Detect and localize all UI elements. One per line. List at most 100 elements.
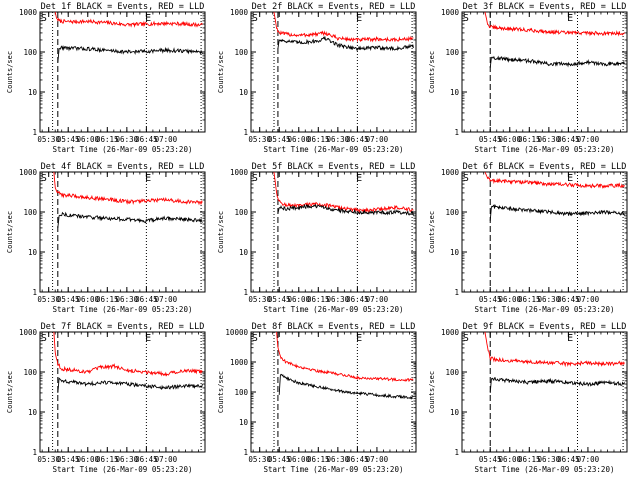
plot-frame: [250, 11, 417, 133]
plot-frame: [39, 331, 206, 453]
series-line-black: [277, 203, 414, 216]
y-tick-label: 10: [450, 88, 460, 97]
y-tick-label: 1: [454, 288, 459, 297]
x-tick-label: 06:45: [346, 295, 369, 304]
x-tick-label: 07:00: [366, 135, 389, 144]
y-tick-label: 100: [23, 208, 37, 217]
y-tick-label: 1000: [441, 168, 460, 177]
series-line-red: [53, 331, 203, 377]
marker-e: E: [145, 13, 151, 24]
x-tick-label: 06:30: [327, 135, 350, 144]
x-tick-label: 05:45: [57, 295, 80, 304]
y-tick-label: 1: [243, 448, 248, 457]
y-tick-label: 1000: [230, 168, 249, 177]
x-axis-label: Start Time (26-Mar-09 05:23:20): [53, 465, 193, 474]
marker-s: S: [252, 13, 258, 24]
panel-4: Det 4f BLACK = Events, RED = LLD Start Ti…: [6, 162, 206, 314]
y-tick-label: 1: [243, 128, 248, 137]
y-axis-label: Counts/sec: [428, 211, 436, 253]
plot-frame: [461, 11, 628, 133]
y-tick-label: 10: [28, 408, 38, 417]
y-tick-label: 100: [234, 48, 248, 57]
plot-frame: [250, 171, 417, 293]
panel-title: Det 4f BLACK = Events, RED = LLD: [41, 162, 205, 172]
x-tick-label: 05:45: [57, 135, 80, 144]
y-tick-label: 1: [32, 128, 37, 137]
y-axis-label: Counts/sec: [6, 371, 14, 413]
series-line-red: [484, 171, 625, 189]
x-tick-label: 05:45: [268, 295, 291, 304]
x-axis-label: Start Time (26-Mar-09 05:23:20): [475, 465, 615, 474]
x-tick-label: 06:15: [518, 135, 541, 144]
panel-5: Det 5f BLACK = Events, RED = LLD Start Ti…: [217, 162, 417, 314]
x-tick-label: 07:00: [366, 455, 389, 464]
x-tick-label: 05:30: [248, 455, 271, 464]
y-tick-label: 100: [445, 368, 459, 377]
y-tick-label: 1000: [19, 168, 38, 177]
series-line-black: [489, 204, 625, 221]
x-tick-label: 05:45: [479, 455, 502, 464]
y-tick-label: 100: [445, 208, 459, 217]
x-tick-label: 05:30: [37, 295, 60, 304]
panel-1: Det 1f BLACK = Events, RED = LLD Start Ti…: [6, 2, 206, 154]
x-tick-label: 06:15: [96, 135, 119, 144]
x-tick-label: 05:30: [248, 135, 271, 144]
y-axis-label: Counts/sec: [6, 51, 14, 93]
y-tick-label: 1: [454, 448, 459, 457]
panel-title: Det 6f BLACK = Events, RED = LLD: [463, 162, 627, 172]
series-line-red: [273, 11, 414, 43]
x-tick-label: 06:00: [498, 455, 521, 464]
x-tick-label: 06:30: [116, 455, 139, 464]
panel-7: Det 7f BLACK = Events, RED = LLD Start Ti…: [6, 322, 206, 474]
x-tick-label: 05:30: [248, 295, 271, 304]
marker-s: S: [463, 173, 469, 184]
y-axis-label: Counts/sec: [428, 371, 436, 413]
x-tick-label: 06:30: [538, 295, 561, 304]
y-axis-label: Counts/sec: [217, 371, 225, 413]
panel-title: Det 9f BLACK = Events, RED = LLD: [463, 322, 627, 332]
plot-frame: [461, 331, 628, 453]
y-axis-label: Counts/sec: [428, 51, 436, 93]
x-tick-label: 06:00: [498, 135, 521, 144]
x-tick-label: 06:15: [518, 295, 541, 304]
y-tick-label: 10: [450, 248, 460, 257]
x-tick-label: 05:45: [268, 455, 291, 464]
series-line-black: [489, 55, 625, 68]
series-line-red: [273, 171, 414, 214]
series-line-red: [54, 11, 203, 28]
panel-title: Det 7f BLACK = Events, RED = LLD: [41, 322, 205, 332]
x-tick-label: 06:30: [116, 295, 139, 304]
x-tick-label: 06:45: [557, 455, 580, 464]
panel-3: Det 3f BLACK = Events, RED = LLD Start Ti…: [428, 2, 628, 154]
panel-title: Det 2f BLACK = Events, RED = LLD: [252, 2, 416, 12]
x-tick-label: 06:45: [557, 295, 580, 304]
marker-e: E: [356, 333, 362, 344]
x-axis-label: Start Time (26-Mar-09 05:23:20): [475, 305, 615, 314]
y-tick-label: 1000: [230, 8, 249, 17]
marker-e: E: [356, 13, 362, 24]
x-tick-label: 05:45: [57, 455, 80, 464]
marker-e: E: [567, 13, 573, 24]
y-tick-label: 10: [28, 248, 38, 257]
y-tick-label: 100: [23, 368, 37, 377]
marker-s: S: [41, 333, 47, 344]
x-tick-label: 05:45: [268, 135, 291, 144]
x-tick-label: 06:00: [76, 135, 99, 144]
y-tick-label: 1000: [230, 358, 249, 367]
plot-frame: [250, 331, 417, 453]
x-tick-label: 06:45: [135, 135, 158, 144]
series-line-red: [53, 171, 203, 206]
panel-title: Det 3f BLACK = Events, RED = LLD: [463, 2, 627, 12]
x-tick-label: 06:30: [116, 135, 139, 144]
x-tick-label: 06:15: [307, 295, 330, 304]
y-axis-label: Counts/sec: [6, 211, 14, 253]
marker-s: S: [252, 333, 258, 344]
x-tick-label: 07:00: [577, 295, 600, 304]
series-line-black: [57, 45, 203, 63]
x-tick-label: 06:45: [346, 455, 369, 464]
x-tick-label: 06:15: [96, 455, 119, 464]
x-tick-label: 06:00: [287, 295, 310, 304]
x-tick-label: 06:30: [327, 295, 350, 304]
y-tick-label: 1000: [19, 328, 38, 337]
